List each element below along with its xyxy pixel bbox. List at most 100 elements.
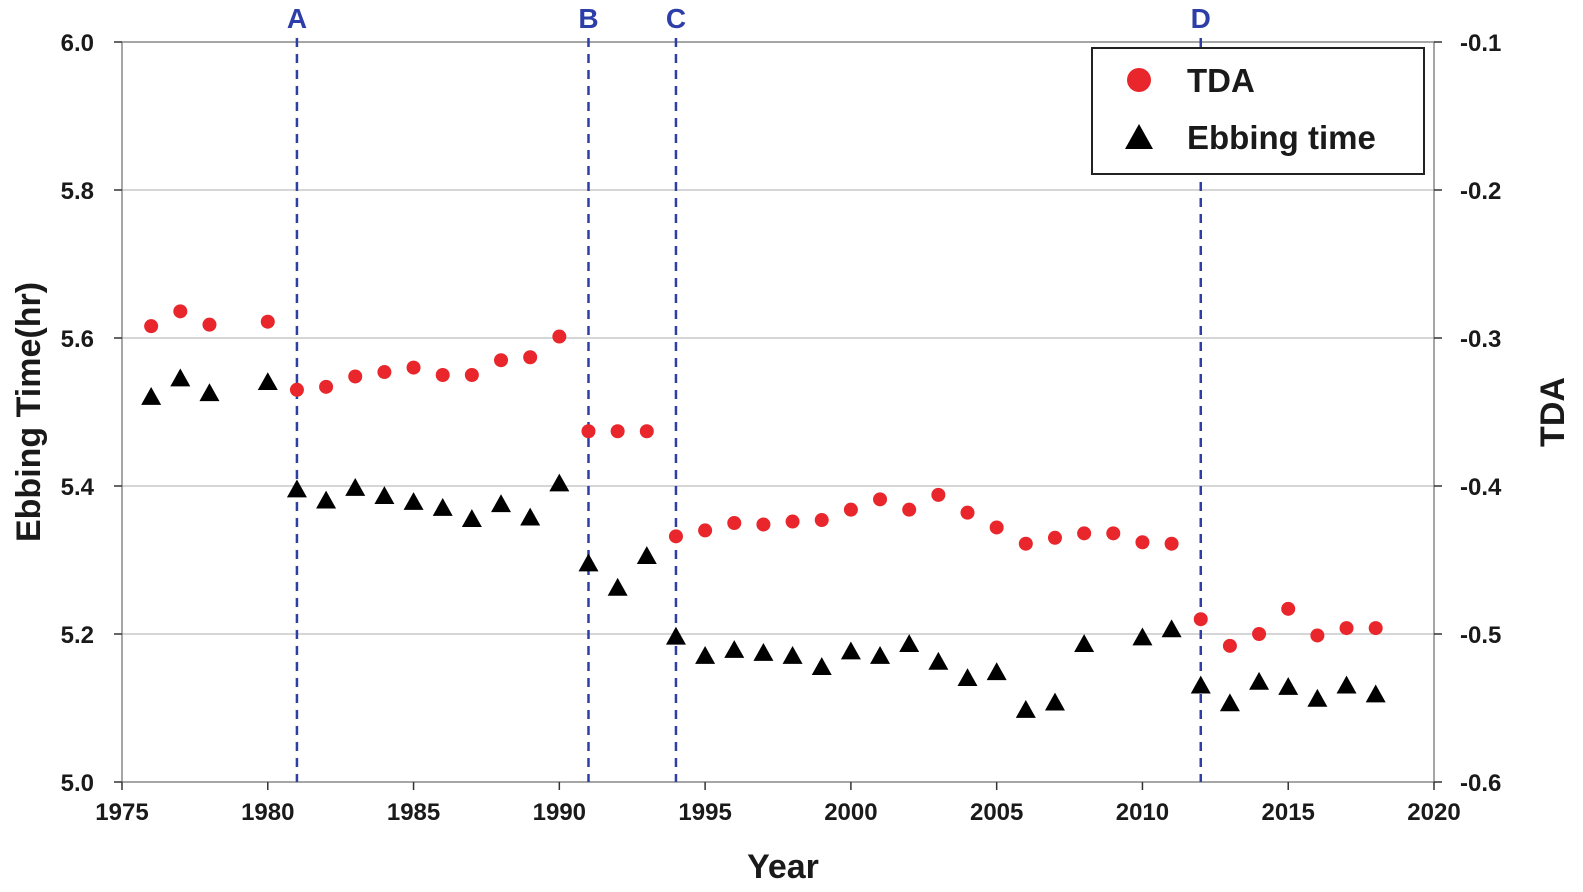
y-tick-label: 5.0	[61, 770, 94, 797]
tda-point	[989, 520, 1004, 535]
ebbing-time-point	[1219, 693, 1240, 712]
legend-marker-ebbing-time	[1125, 124, 1153, 149]
ebbing-time-point	[141, 387, 162, 405]
reference-line-label: C	[666, 3, 686, 34]
y2-tick-label: -0.4	[1460, 474, 1502, 501]
x-tick-label: 2000	[824, 799, 877, 826]
legend: TDA Ebbing time	[1091, 47, 1425, 175]
tda-point	[464, 368, 479, 382]
tda-point	[727, 516, 742, 530]
ebbing-time-point	[403, 492, 424, 510]
legend-marker-tda	[1127, 68, 1151, 92]
x-axis: 1975 1980 1985 1990 1995 2000 2005 2010 2015 2020	[95, 782, 1461, 826]
tda-point	[319, 379, 334, 394]
tda-point	[843, 502, 858, 517]
tda-point	[639, 424, 654, 439]
legend-box	[1091, 47, 1425, 175]
y-axis-title: Ebbing Time(hr)	[10, 282, 48, 542]
ebbing-time-point	[1074, 634, 1095, 653]
tda-point	[494, 353, 509, 368]
tda-point	[1077, 526, 1092, 541]
ebbing-time-point	[316, 490, 337, 509]
ebbing-time-point	[374, 486, 395, 505]
ebbing-time-point	[1190, 675, 1211, 694]
tda-point	[348, 369, 363, 384]
tda-point	[202, 317, 217, 332]
tda-point	[1368, 621, 1383, 636]
plot-area	[121, 41, 1435, 783]
ebbing-time-point	[899, 634, 920, 653]
ebbing-time-point	[607, 577, 628, 596]
ebbing-time-point	[1161, 619, 1182, 638]
tda-point	[173, 304, 188, 319]
y2-tick-label: -0.1	[1460, 30, 1501, 57]
ebbing-time-point	[695, 646, 716, 664]
ebbing-time-point	[1307, 688, 1328, 707]
tda-point	[1339, 621, 1354, 636]
x-tick-label: 2015	[1262, 799, 1315, 826]
ebbing-time-point	[1015, 700, 1036, 718]
tda-point	[1135, 535, 1150, 550]
ebbing-time-point	[1336, 675, 1357, 694]
ebbing-time-point	[636, 546, 657, 564]
tda-point	[377, 365, 392, 380]
ebbing-time-point	[199, 383, 220, 402]
ebbing-time-point	[170, 368, 191, 387]
tda-point	[144, 319, 159, 334]
tda-point	[406, 360, 421, 375]
tda-point	[814, 513, 829, 528]
ebbing-time-point	[1044, 692, 1065, 711]
tda-point	[960, 505, 975, 520]
y-tick-label: 5.8	[61, 178, 94, 205]
y-axis-right: -0.6 -0.5 -0.4 -0.3 -0.2 -0.1	[1434, 30, 1502, 797]
tda-point	[1018, 536, 1033, 551]
ebbing-time-point	[870, 646, 891, 664]
y-tick-label: 5.6	[61, 326, 94, 353]
reference-line-label: D	[1191, 3, 1211, 34]
y-tick-label: 5.4	[61, 474, 95, 501]
tda-point	[1252, 627, 1267, 641]
tda-point	[698, 523, 713, 538]
tda-point	[931, 487, 946, 502]
x-tick-label: 2010	[1116, 799, 1169, 826]
reference-line-label: A	[287, 3, 307, 34]
y2-tick-label: -0.2	[1460, 178, 1501, 205]
x-tick-label: 2020	[1407, 799, 1460, 826]
tda-point	[581, 424, 596, 439]
tda-point	[668, 529, 683, 544]
ebbing-time-point	[257, 372, 278, 391]
ebbing-time-point	[1249, 671, 1270, 690]
tda-point	[1281, 601, 1296, 616]
x-axis-title: Year	[747, 848, 819, 886]
legend-label-tda: TDA	[1187, 62, 1255, 99]
ebbing-time-point	[957, 668, 978, 687]
tda-point	[435, 368, 450, 382]
ebbing-time-point	[840, 641, 861, 660]
tda-point	[1193, 612, 1208, 627]
x-tick-label: 2005	[970, 799, 1023, 826]
ebbing-time-point	[1132, 627, 1153, 646]
reference-line-label: B	[578, 3, 598, 34]
tda-point	[902, 502, 917, 517]
tda-point	[1106, 526, 1121, 541]
tda-point	[873, 492, 888, 507]
y2-tick-label: -0.5	[1460, 622, 1501, 649]
x-tick-label: 1980	[241, 799, 294, 826]
tda-point	[552, 329, 567, 344]
ebbing-time-point	[986, 662, 1007, 681]
x-tick-label: 1985	[387, 799, 440, 826]
ebbing-time-point	[578, 553, 599, 572]
ebbing-time-point	[753, 643, 774, 661]
y-tick-label: 6.0	[61, 30, 94, 57]
y2-tick-label: -0.6	[1460, 770, 1501, 797]
tda-point	[756, 517, 771, 532]
y2-axis-title: TDA	[1534, 377, 1572, 447]
tda-point	[610, 424, 625, 439]
y-tick-label: 5.2	[61, 622, 94, 649]
legend-label-ebbing-time: Ebbing time	[1187, 119, 1376, 156]
ebbing-time-point	[928, 651, 949, 670]
ebbing-time-point	[520, 507, 541, 526]
ebbing-time-point	[1278, 677, 1299, 695]
tda-point	[1164, 536, 1179, 551]
